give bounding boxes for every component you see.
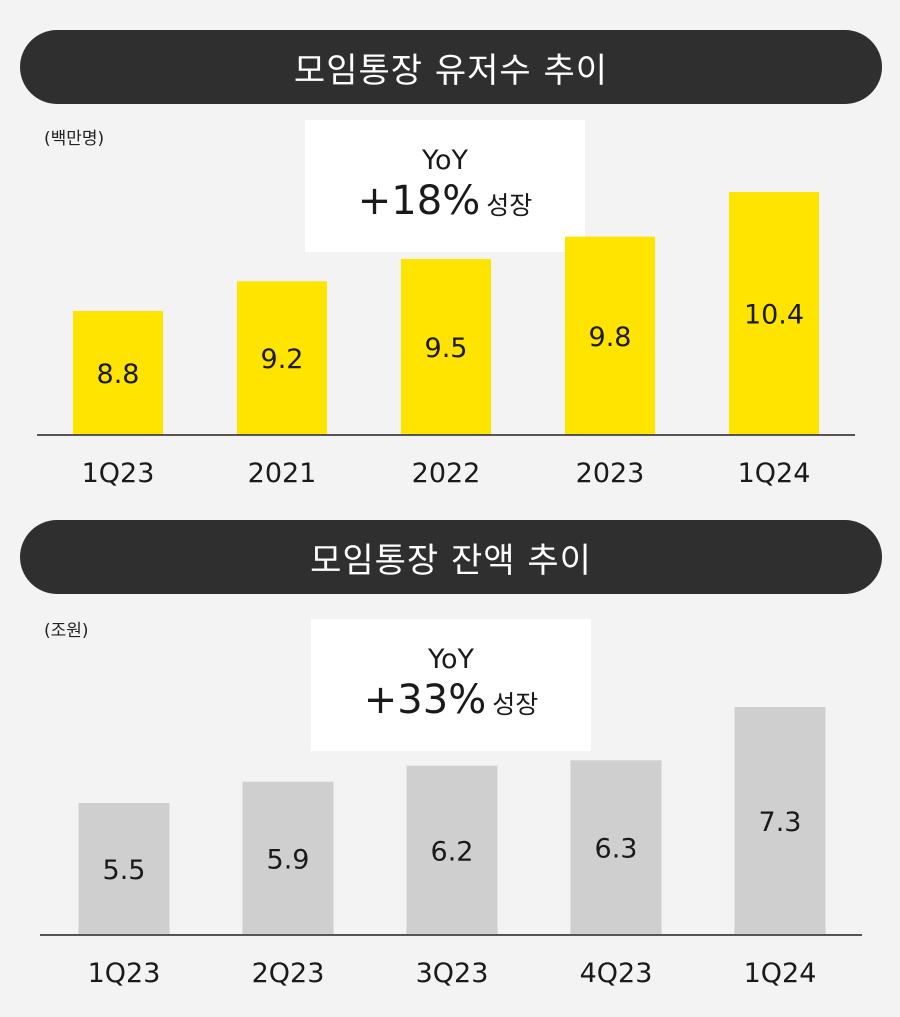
balance-bar-value-label-3: 6.3	[595, 834, 638, 865]
balance-bar-2	[406, 765, 498, 935]
user-category-label-3: 2023	[576, 458, 645, 489]
balance-category-label-1: 2Q23	[252, 958, 325, 989]
unit-label-balance: (조원)	[44, 621, 89, 641]
yoy-suffix: 성장	[492, 689, 539, 719]
user-category-label-2: 2022	[412, 458, 481, 489]
chart-title-users: 모임통장 유저수 추이	[20, 30, 882, 104]
yoy-value: +33%	[363, 676, 487, 723]
user-bar-value-label-0: 8.8	[97, 359, 140, 390]
user-bar-value-label-4: 10.4	[744, 300, 804, 331]
user-category-label-1: 2021	[248, 458, 317, 489]
balance-bar-4	[734, 707, 826, 935]
balance-category-label-2: 3Q23	[416, 958, 489, 989]
user-bar-1	[237, 281, 327, 435]
balance-bar-value-label-0: 5.5	[103, 855, 146, 886]
user-bar-value-label-2: 9.5	[425, 333, 468, 364]
yoy-label: YoY	[428, 643, 474, 675]
yoy-callout-users: YoY +18% 성장	[305, 120, 585, 252]
unit-label-users: (백만명)	[44, 129, 105, 149]
user-bar-2	[401, 258, 491, 435]
user-bar-3	[565, 236, 655, 435]
chart-title-balance: 모임통장 잔액 추이	[20, 520, 882, 594]
balance-bar-value-label-1: 5.9	[267, 844, 310, 875]
balance-bar-1	[242, 781, 334, 935]
user-bar-4	[729, 192, 819, 435]
balance-bar-3	[570, 760, 662, 935]
balance-bar-value-label-2: 6.2	[431, 836, 474, 867]
balance-category-label-3: 4Q23	[580, 958, 653, 989]
user-bar-0	[73, 311, 163, 435]
user-category-label-4: 1Q24	[738, 458, 811, 489]
user-bar-value-label-3: 9.8	[589, 322, 632, 353]
yoy-label: YoY	[422, 144, 468, 176]
user-category-label-0: 1Q23	[82, 458, 155, 489]
yoy-suffix: 성장	[486, 190, 533, 220]
user-bar-value-label-1: 9.2	[261, 344, 304, 375]
balance-bar-0	[78, 803, 170, 935]
balance-category-label-4: 1Q24	[744, 958, 817, 989]
users-bar-chart: 8.8 1Q23 9.2 2021 9.5 2022 9.8 2023 10.4 1Q24	[37, 192, 855, 489]
balance-category-label-0: 1Q23	[88, 958, 161, 989]
balance-bar-value-label-4: 7.3	[759, 807, 802, 838]
yoy-value: +18%	[357, 177, 481, 224]
yoy-callout-balance: YoY +33% 성장	[311, 619, 591, 751]
